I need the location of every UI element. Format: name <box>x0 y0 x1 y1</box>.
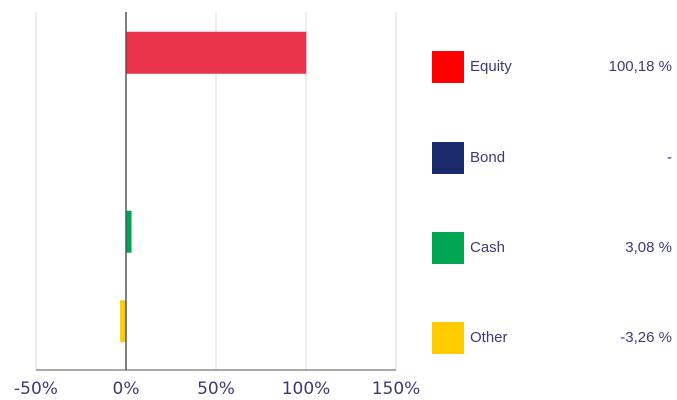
legend-swatch-bond <box>432 142 464 174</box>
legend-value-cash: 3,08 % <box>625 239 672 256</box>
x-tick-label-150: 150% <box>372 379 420 399</box>
legend-swatch-other <box>432 322 464 354</box>
legend-swatch-equity <box>432 51 464 83</box>
legend-item-other: Other -3,26 % <box>432 322 672 354</box>
legend-value-equity: 100,18 % <box>608 58 672 75</box>
x-tick-label-50: 50% <box>197 379 235 399</box>
legend-value-bond: - <box>667 149 672 166</box>
legend-item-bond: Bond - <box>432 142 672 174</box>
allocation-bar-chart: -50% 0% 50% 100% 150% <box>14 12 420 399</box>
bar-cash <box>126 210 132 253</box>
x-tick-label-0: 0% <box>113 379 140 399</box>
legend-label-equity: Equity <box>470 58 512 75</box>
bar-equity <box>126 31 307 74</box>
legend-label-bond: Bond <box>470 149 506 166</box>
legend-item-equity: Equity 100,18 % <box>432 51 672 83</box>
legend-swatch-cash <box>432 232 464 264</box>
bar-other <box>120 300 126 343</box>
x-tick-label-50: -50% <box>14 379 58 399</box>
x-axis-tick-labels: -50% 0% 50% 100% 150% <box>14 379 420 399</box>
legend-value-other: -3,26 % <box>620 329 672 346</box>
x-tick-label-100: 100% <box>282 379 331 399</box>
legend: Equity 100,18 % Bond - Cash 3,08 % Other… <box>432 0 672 400</box>
bars <box>120 31 307 343</box>
legend-item-cash: Cash 3,08 % <box>432 232 672 264</box>
legend-label-other: Other <box>470 329 508 346</box>
legend-label-cash: Cash <box>470 239 506 256</box>
